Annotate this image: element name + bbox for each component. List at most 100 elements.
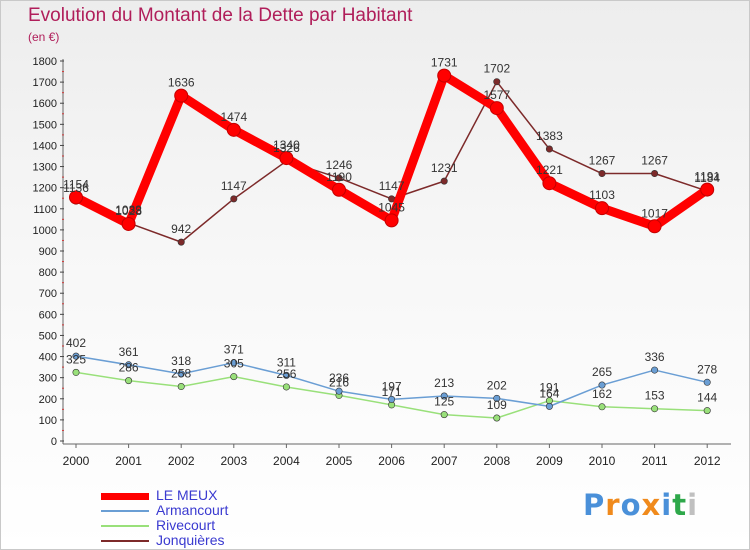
data-point bbox=[335, 387, 343, 395]
x-tick-label: 2004 bbox=[273, 454, 300, 468]
x-tick-label: 2003 bbox=[220, 454, 247, 468]
data-point bbox=[651, 366, 659, 374]
data-point bbox=[125, 377, 133, 385]
data-point bbox=[647, 219, 662, 234]
data-point bbox=[493, 394, 501, 402]
data-label: 402 bbox=[66, 336, 86, 350]
data-label: 171 bbox=[382, 385, 402, 399]
x-tick-label: 2011 bbox=[642, 454, 668, 468]
logo-letter: o bbox=[620, 488, 642, 522]
x-tick-label: 2006 bbox=[378, 454, 405, 468]
data-labels: 1154 1028 1636 1474 1340 1190 1045 1731 1577 1221… bbox=[63, 56, 720, 412]
logo-letter: i bbox=[661, 488, 673, 522]
data-point bbox=[493, 78, 501, 86]
data-point bbox=[226, 122, 241, 137]
data-label: 191 bbox=[539, 381, 559, 395]
data-point bbox=[440, 411, 448, 419]
data-point bbox=[493, 414, 501, 422]
y-tick-label: 1600 bbox=[33, 98, 57, 110]
y-tick-label: 700 bbox=[39, 288, 57, 300]
data-label: 1702 bbox=[483, 62, 510, 76]
data-label: 1154 bbox=[63, 177, 89, 191]
data-label: 109 bbox=[487, 398, 507, 412]
data-label: 1326 bbox=[273, 141, 300, 155]
data-point bbox=[230, 195, 238, 203]
data-label: 213 bbox=[434, 376, 454, 390]
y-tick-label: 500 bbox=[39, 330, 57, 342]
data-label: 1017 bbox=[641, 206, 668, 220]
data-point bbox=[545, 402, 553, 410]
data-label: 361 bbox=[119, 345, 139, 359]
data-label: 153 bbox=[645, 389, 665, 403]
axes: 0 100 200 300 400 500 600 700 800 900 1000 1100 1200… bbox=[33, 56, 731, 468]
data-point bbox=[72, 352, 80, 360]
data-point bbox=[177, 383, 185, 391]
y-tick-label: 1100 bbox=[33, 204, 57, 216]
data-label: 1028 bbox=[115, 204, 142, 218]
data-label: 202 bbox=[487, 378, 507, 392]
data-label: 311 bbox=[277, 355, 296, 369]
data-point bbox=[598, 170, 606, 178]
data-point bbox=[595, 201, 609, 216]
data-point bbox=[703, 407, 711, 415]
x-tick-label: 2008 bbox=[483, 454, 510, 468]
data-label: 336 bbox=[645, 350, 665, 364]
y-tick-label: 1000 bbox=[33, 225, 57, 237]
data-point bbox=[440, 177, 448, 185]
y-tick-label: 800 bbox=[39, 267, 57, 279]
x-tick-label: 2002 bbox=[168, 454, 195, 468]
data-label: 325 bbox=[66, 352, 86, 366]
y-tick-label: 600 bbox=[39, 309, 57, 321]
y-tick-label: 900 bbox=[39, 246, 57, 258]
y-tick-label: 200 bbox=[39, 394, 57, 406]
data-point bbox=[388, 395, 396, 403]
data-label: 1340 bbox=[273, 138, 300, 152]
data-point bbox=[703, 378, 711, 386]
data-point bbox=[121, 216, 136, 231]
data-label: 1636 bbox=[168, 76, 195, 90]
legend-swatch bbox=[101, 540, 149, 542]
x-tick-label: 2009 bbox=[536, 454, 563, 468]
data-label: 236 bbox=[329, 371, 349, 385]
logo-letter: P bbox=[583, 488, 606, 522]
data-label: 1246 bbox=[326, 158, 353, 172]
data-label: 942 bbox=[171, 222, 191, 236]
y-tick-label: 100 bbox=[39, 415, 57, 427]
data-label: 1136 bbox=[63, 181, 89, 195]
legend-label: Jonquières bbox=[156, 532, 225, 548]
y-tick-label: 1800 bbox=[33, 56, 57, 68]
data-point bbox=[542, 176, 557, 191]
x-tick-label: 2005 bbox=[326, 454, 353, 468]
data-point bbox=[177, 370, 185, 378]
data-point bbox=[598, 381, 606, 389]
data-label: 286 bbox=[119, 361, 139, 375]
y-tick-label: 1200 bbox=[33, 183, 57, 195]
data-label: 278 bbox=[697, 362, 717, 376]
data-label: 144 bbox=[697, 391, 717, 405]
data-label: 1190 bbox=[326, 170, 352, 184]
data-point bbox=[282, 371, 290, 379]
data-label: 1033 bbox=[115, 203, 142, 217]
data-label: 265 bbox=[592, 365, 612, 379]
data-point bbox=[440, 392, 448, 400]
data-label: 1045 bbox=[378, 200, 405, 214]
data-label: 305 bbox=[224, 357, 244, 371]
data-label: 318 bbox=[171, 354, 191, 368]
data-point bbox=[489, 101, 504, 116]
data-point bbox=[177, 238, 185, 246]
y-tick-label: 1500 bbox=[33, 119, 57, 131]
data-label: 1103 bbox=[589, 188, 615, 202]
data-label: 216 bbox=[329, 375, 349, 389]
legend-label: Armancourt bbox=[156, 502, 229, 518]
y-tick-label: 1300 bbox=[33, 162, 57, 174]
data-label: 1147 bbox=[379, 179, 405, 193]
x-tick-label: 2000 bbox=[63, 454, 90, 468]
data-label: 1184 bbox=[694, 171, 720, 185]
data-label: 1191 bbox=[694, 170, 720, 184]
data-point bbox=[72, 368, 80, 376]
legend-label: Rivecourt bbox=[156, 517, 216, 533]
data-point bbox=[282, 383, 290, 391]
chart-title: Evolution du Montant de la Dette par Hab… bbox=[28, 5, 413, 26]
